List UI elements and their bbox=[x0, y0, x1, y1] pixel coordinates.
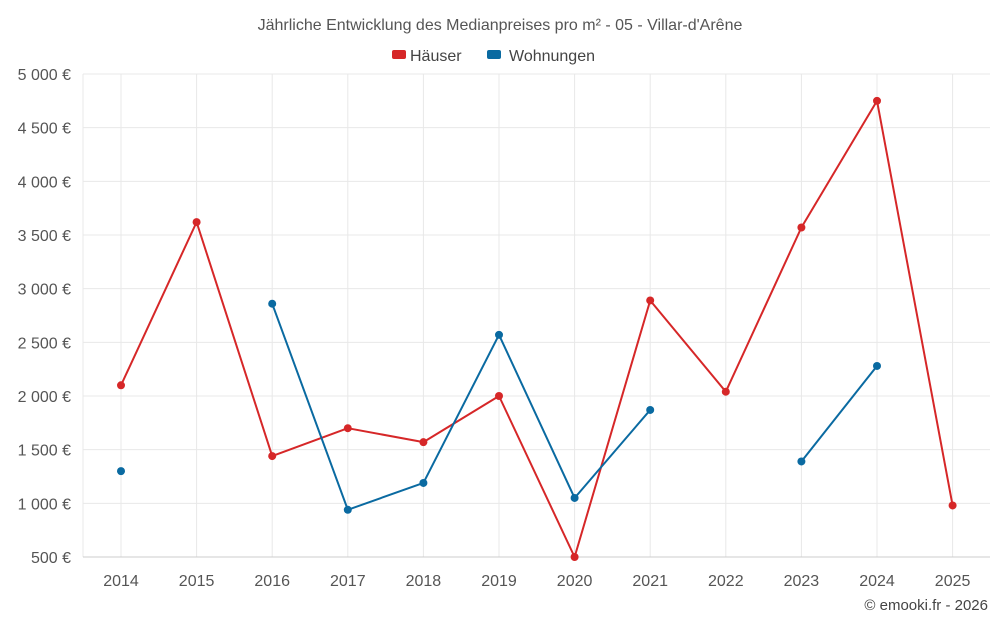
legend-swatch bbox=[487, 50, 501, 59]
data-point[interactable] bbox=[873, 96, 881, 105]
x-tick-label: 2018 bbox=[406, 573, 442, 590]
y-tick-label: 3 000 € bbox=[18, 282, 71, 299]
y-tick-label: 500 € bbox=[31, 550, 71, 567]
x-tick-label: 2019 bbox=[481, 573, 517, 590]
y-axis: 500 € 1 000 € 1 500 € 2 000 € 2 500 € 3 000 €… bbox=[18, 67, 71, 567]
data-point[interactable] bbox=[343, 505, 352, 514]
x-tick-label: 2022 bbox=[708, 573, 744, 590]
data-point[interactable] bbox=[948, 501, 957, 510]
y-tick-label: 1 500 € bbox=[18, 443, 71, 460]
chart-title: Jährliche Entwicklung des Medianpreises … bbox=[258, 17, 743, 34]
series-1 bbox=[117, 299, 881, 514]
x-tick-label: 2015 bbox=[179, 573, 215, 590]
data-point[interactable] bbox=[797, 223, 806, 232]
y-tick-label: 4 000 € bbox=[18, 174, 71, 191]
credit-text: © emooki.fr - 2026 bbox=[864, 597, 988, 614]
x-tick-label: 2023 bbox=[784, 573, 820, 590]
legend: Häuser Wohnungen bbox=[392, 48, 595, 65]
data-point[interactable] bbox=[117, 381, 125, 390]
grid-layer bbox=[82, 73, 990, 558]
data-point[interactable] bbox=[192, 218, 201, 227]
x-axis: 2014 2015 2016 2017 2018 2019 2020 2021 2022 2023… bbox=[103, 573, 970, 590]
legend-swatch bbox=[392, 50, 406, 59]
data-point[interactable] bbox=[343, 424, 352, 433]
series-layer bbox=[117, 96, 957, 561]
x-tick-label: 2024 bbox=[859, 573, 895, 590]
x-tick-label: 2014 bbox=[103, 573, 139, 590]
x-tick-label: 2017 bbox=[330, 573, 366, 590]
data-point[interactable] bbox=[268, 299, 277, 308]
data-point[interactable] bbox=[646, 405, 655, 414]
data-point[interactable] bbox=[646, 296, 655, 305]
data-point[interactable] bbox=[419, 478, 428, 487]
x-tick-label: 2025 bbox=[935, 573, 971, 590]
data-point[interactable] bbox=[721, 387, 730, 396]
y-tick-label: 3 500 € bbox=[18, 228, 71, 245]
data-point[interactable] bbox=[495, 392, 503, 400]
series-line bbox=[800, 365, 878, 463]
y-tick-label: 2 500 € bbox=[18, 335, 71, 352]
data-point[interactable] bbox=[117, 467, 125, 476]
x-tick-label: 2016 bbox=[254, 573, 290, 590]
y-tick-label: 1 000 € bbox=[18, 496, 71, 513]
data-point[interactable] bbox=[570, 553, 579, 561]
legend-label[interactable]: Häuser bbox=[410, 48, 462, 65]
series-line bbox=[120, 99, 954, 558]
x-tick-label: 2020 bbox=[557, 573, 593, 590]
data-point[interactable] bbox=[873, 361, 881, 370]
y-tick-label: 2 000 € bbox=[18, 389, 71, 406]
data-point[interactable] bbox=[419, 438, 428, 447]
series-0 bbox=[117, 96, 957, 561]
y-tick-label: 5 000 € bbox=[18, 67, 71, 84]
data-point[interactable] bbox=[268, 452, 277, 461]
data-point[interactable] bbox=[570, 493, 579, 502]
series-line bbox=[271, 303, 651, 511]
data-point[interactable] bbox=[495, 330, 503, 339]
data-point[interactable] bbox=[797, 457, 806, 466]
legend-label[interactable]: Wohnungen bbox=[509, 48, 595, 65]
y-tick-label: 4 500 € bbox=[18, 121, 71, 138]
x-tick-label: 2021 bbox=[632, 573, 668, 590]
